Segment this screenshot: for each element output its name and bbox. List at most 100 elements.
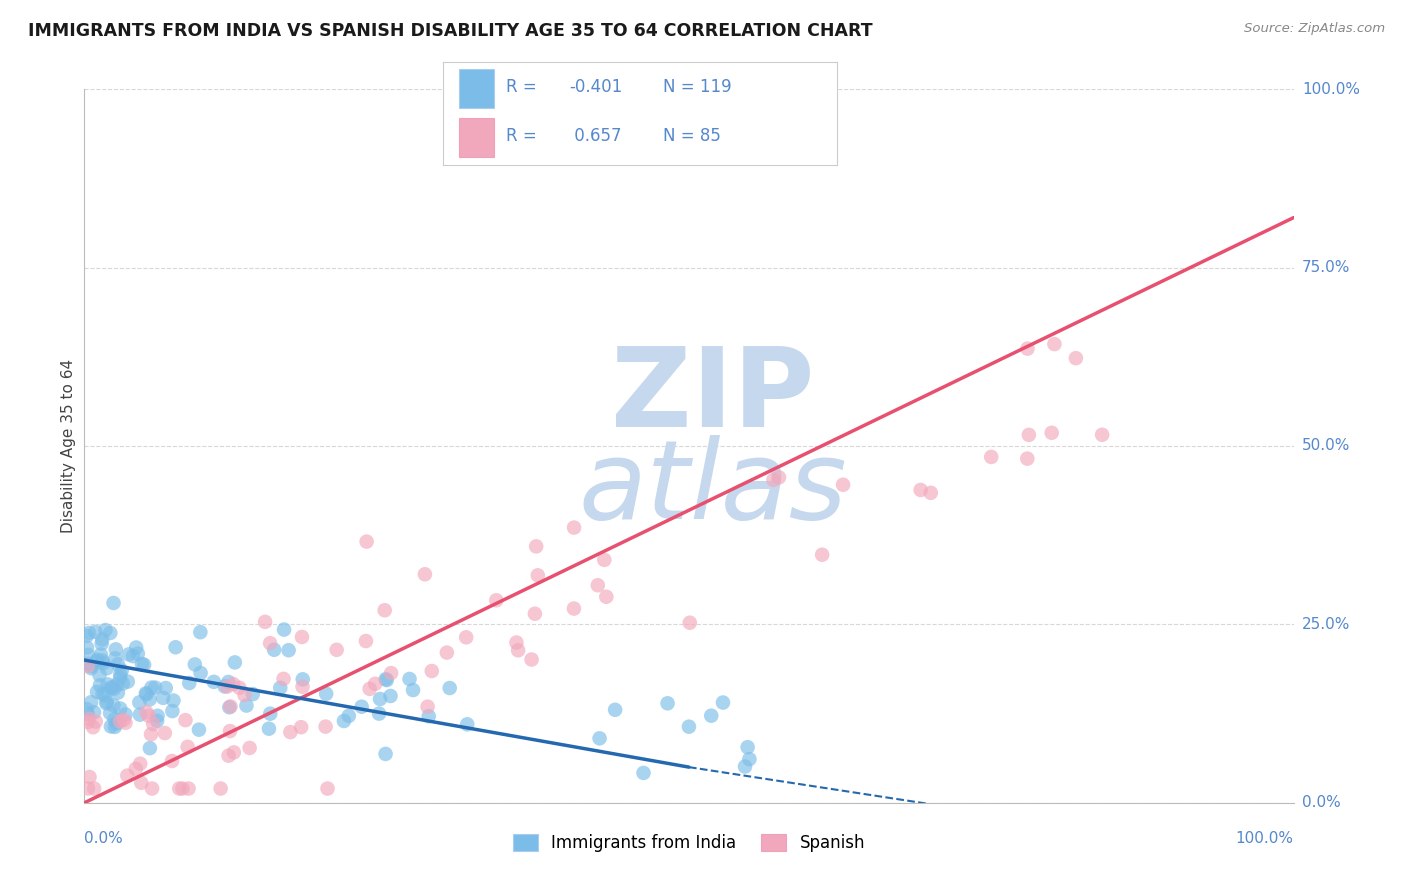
Point [77, 714, 100, 729]
Point [90, 648, 112, 662]
Point [603, 703, 626, 717]
Point [1040, 425, 1063, 440]
Point [76, 702, 98, 716]
Point [222, 745, 245, 759]
Point [586, 578, 609, 592]
Legend: Immigrants from India, Spanish: Immigrants from India, Spanish [506, 827, 872, 859]
Point [179, 676, 201, 690]
Point [737, 740, 759, 755]
Point [315, 720, 337, 734]
Point [79, 770, 101, 784]
Point [162, 704, 184, 718]
Point [562, 520, 585, 534]
Point [588, 731, 610, 746]
Point [80, 659, 103, 673]
Point [768, 470, 790, 484]
Point [135, 686, 157, 700]
Point [678, 720, 700, 734]
Text: IMMIGRANTS FROM INDIA VS SPANISH DISABILITY AGE 35 TO 64 CORRELATION CHART: IMMIGRANTS FROM INDIA VS SPANISH DISABIL… [28, 22, 873, 40]
Y-axis label: Disability Age 35 to 64: Disability Age 35 to 64 [60, 359, 76, 533]
Point [291, 630, 314, 644]
Point [380, 689, 402, 703]
Point [167, 781, 190, 796]
Point [354, 634, 377, 648]
Point [762, 473, 785, 487]
Point [350, 699, 373, 714]
Point [107, 657, 129, 672]
Point [76, 629, 98, 643]
Point [114, 707, 136, 722]
Point [128, 695, 150, 709]
Point [138, 692, 160, 706]
Point [103, 712, 125, 726]
Point [368, 706, 391, 721]
Point [224, 656, 246, 670]
Point [187, 723, 209, 737]
Point [1064, 351, 1087, 366]
Point [141, 781, 163, 796]
Point [76, 706, 98, 721]
Text: 0.0%: 0.0% [1302, 796, 1340, 810]
Point [273, 672, 295, 686]
Point [127, 647, 149, 661]
Point [418, 709, 440, 723]
Point [110, 667, 132, 681]
Point [259, 706, 281, 721]
Point [139, 727, 162, 741]
Point [209, 781, 232, 796]
Point [375, 673, 398, 687]
Point [315, 687, 337, 701]
Point [155, 681, 177, 695]
Point [456, 630, 478, 644]
Text: 0.0%: 0.0% [84, 831, 124, 847]
Point [108, 671, 131, 685]
Point [139, 741, 162, 756]
Text: Source: ZipAtlas.com: Source: ZipAtlas.com [1244, 22, 1385, 36]
Point [103, 596, 125, 610]
Point [711, 696, 734, 710]
Point [273, 623, 295, 637]
Point [832, 477, 855, 491]
Point [103, 698, 125, 713]
Point [96, 695, 118, 709]
Point [129, 756, 152, 771]
Point [595, 590, 617, 604]
Text: R =: R = [506, 128, 537, 145]
Point [290, 720, 312, 734]
Point [77, 648, 100, 662]
Point [143, 681, 166, 695]
Point [91, 653, 114, 667]
Point [77, 781, 100, 796]
Point [165, 640, 187, 655]
Point [456, 717, 478, 731]
Bar [458, 69, 494, 108]
Point [83, 706, 105, 720]
Point [242, 687, 264, 701]
Point [738, 752, 761, 766]
Text: N = 85: N = 85 [664, 128, 721, 145]
Point [77, 658, 100, 673]
Point [374, 672, 396, 686]
Point [104, 651, 127, 665]
Point [263, 642, 285, 657]
Point [202, 674, 225, 689]
Point [122, 649, 145, 664]
Bar [458, 118, 494, 157]
Point [222, 677, 245, 691]
Point [364, 677, 387, 691]
Point [910, 483, 932, 497]
Point [734, 759, 756, 773]
Point [117, 769, 139, 783]
Point [190, 625, 212, 640]
Point [84, 655, 107, 669]
Point [1017, 342, 1039, 356]
Point [77, 712, 100, 726]
Point [980, 450, 1002, 464]
Point [83, 781, 105, 796]
Point [657, 696, 679, 710]
Point [84, 624, 107, 639]
Point [505, 635, 527, 649]
Text: 0.657: 0.657 [569, 128, 621, 145]
Point [524, 540, 547, 554]
Point [138, 709, 160, 723]
